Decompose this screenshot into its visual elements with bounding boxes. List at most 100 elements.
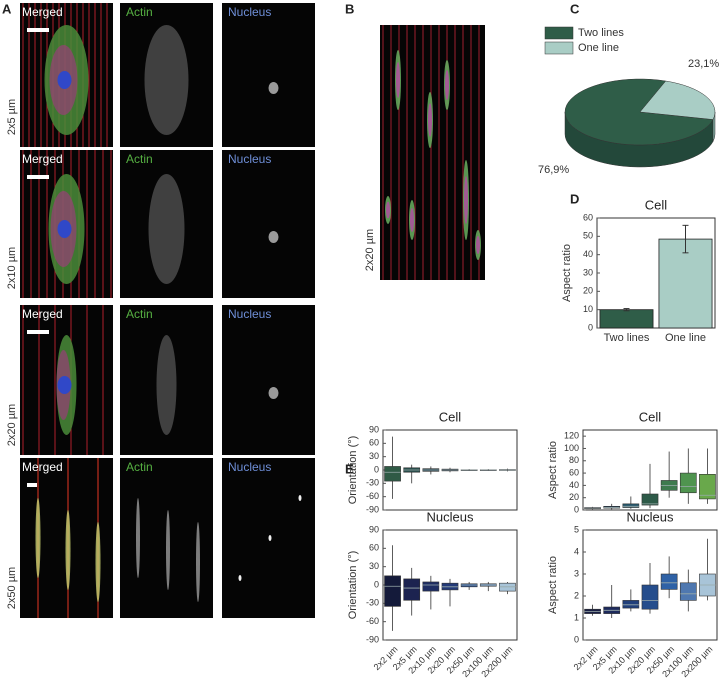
x-tick-label: One line	[665, 332, 706, 344]
y-tick-label: 0	[574, 634, 579, 644]
channel-label: Merged	[22, 307, 63, 321]
legend-label: One line	[578, 42, 619, 54]
cell-shape	[95, 522, 101, 602]
box	[699, 474, 716, 500]
channel-label: Actin	[126, 460, 153, 474]
y-tick-label: 20	[583, 286, 593, 296]
y-tick-label: 90	[369, 524, 379, 534]
scale-bar	[27, 175, 49, 179]
channel-label: Actin	[126, 307, 153, 321]
row-label: 2x10 µm	[6, 247, 18, 289]
channel-label: Actin	[126, 152, 153, 166]
scale-bar	[27, 483, 37, 487]
y-tick-label: 0	[374, 464, 379, 474]
nucleus-shape	[268, 535, 272, 541]
channel-label: Nucleus	[228, 307, 271, 321]
micrograph	[120, 3, 213, 147]
cell-shape	[396, 62, 400, 98]
y-tick-label: -60	[366, 491, 379, 501]
nucleus-shape	[57, 376, 72, 394]
row-label: 2x5 µm	[6, 99, 18, 135]
panel-label: B	[345, 1, 354, 16]
y-tick-label: 100	[564, 443, 579, 453]
box	[403, 578, 421, 601]
channel-label: Nucleus	[228, 5, 271, 19]
cell-shape	[445, 70, 449, 100]
y-tick-label: -30	[366, 598, 379, 608]
legend-label: Two lines	[578, 27, 624, 39]
actin-shape	[136, 498, 140, 578]
box	[641, 584, 659, 610]
y-tick-label: 30	[369, 561, 379, 571]
plot-frame	[582, 429, 718, 511]
box	[384, 466, 401, 482]
box	[622, 503, 640, 508]
channel-label: Actin	[126, 5, 153, 19]
y-axis-label: Orientation (°)	[347, 436, 359, 505]
y-tick-label: 10	[583, 304, 593, 314]
pie-slice	[564, 78, 714, 146]
y-tick-label: 60	[569, 467, 579, 477]
row-label: 2x20 µm	[6, 404, 18, 446]
legend-swatch	[544, 41, 574, 55]
y-tick-label: -30	[366, 478, 379, 488]
x-tick-label: Two lines	[604, 332, 650, 344]
nucleus-shape	[57, 71, 72, 89]
y-tick-label: 0	[374, 579, 379, 589]
y-tick-label: 30	[583, 267, 593, 277]
pie-value-label: 76,9%	[538, 164, 569, 176]
y-tick-label: 4	[574, 546, 579, 556]
plot-frame	[582, 529, 718, 641]
box	[622, 600, 640, 609]
y-tick-label: 120	[564, 431, 579, 441]
actin-shape	[196, 522, 200, 602]
cell-shape	[428, 103, 432, 137]
y-axis-label: Orientation (°)	[347, 551, 359, 620]
channel-label: Merged	[22, 460, 63, 474]
y-tick-label: 60	[583, 212, 593, 222]
y-tick-label: 90	[369, 424, 379, 434]
y-axis-label: Aspect ratio	[547, 556, 559, 614]
actin-shape	[166, 510, 170, 590]
panel-label: D	[570, 191, 579, 206]
scale-bar	[27, 330, 49, 334]
micrograph	[222, 3, 315, 147]
pie-value-label: 23,1%	[688, 58, 719, 70]
y-tick-label: 1	[574, 612, 579, 622]
panel-label: E	[345, 461, 354, 476]
cell-shape	[464, 176, 468, 224]
micrograph	[120, 305, 213, 455]
nucleus-shape	[268, 82, 279, 94]
y-tick-label: 5	[574, 524, 579, 534]
channel-label: Nucleus	[228, 152, 271, 166]
y-tick-label: 20	[569, 492, 579, 502]
nucleus-shape	[268, 231, 279, 243]
y-tick-label: 60	[369, 438, 379, 448]
y-tick-label: 3	[574, 568, 579, 578]
box	[384, 575, 401, 607]
box	[422, 581, 440, 592]
row-label: 2x50 µm	[6, 567, 18, 609]
nucleus-shape	[238, 575, 242, 581]
channel-label: Merged	[22, 5, 63, 19]
y-tick-label: 0	[574, 504, 579, 514]
y-tick-label: 50	[583, 231, 593, 241]
scale-bar	[27, 28, 49, 32]
panel-label: A	[2, 1, 12, 16]
y-axis-label: Aspect ratio	[561, 244, 573, 302]
bar	[599, 309, 654, 329]
actin-shape	[156, 335, 177, 435]
panel-label: C	[570, 1, 580, 16]
legend-swatch	[544, 26, 574, 40]
y-tick-label: 80	[569, 455, 579, 465]
y-tick-label: -90	[366, 634, 379, 644]
pie-slice	[639, 80, 716, 120]
row-label: 2x20 µm	[364, 229, 376, 271]
box	[641, 493, 659, 506]
y-tick-label: 2	[574, 590, 579, 600]
bar	[658, 238, 713, 329]
box	[679, 472, 697, 494]
actin-shape	[148, 174, 185, 284]
y-tick-label: 30	[369, 451, 379, 461]
